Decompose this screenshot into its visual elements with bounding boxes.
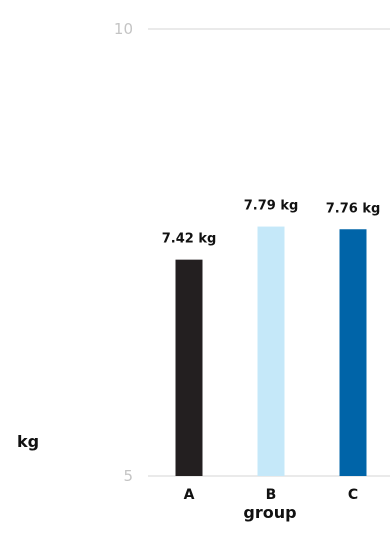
- y-tick-label: 10: [114, 20, 133, 38]
- x-axis-title: group: [243, 503, 296, 522]
- category-label-a: A: [184, 487, 195, 503]
- bar-a: [175, 259, 203, 476]
- value-label-a: 7.42 kg: [162, 232, 217, 247]
- y-axis-title: kg: [17, 432, 39, 451]
- category-label-b: B: [266, 487, 277, 503]
- y-tick-labels: 5 10: [114, 20, 133, 485]
- value-label-b: 7.79 kg: [244, 199, 299, 214]
- bars: [175, 226, 367, 476]
- bar-b: [257, 226, 285, 476]
- category-labels: A B C: [184, 487, 359, 503]
- value-label-c: 7.76 kg: [326, 201, 381, 216]
- value-labels: 7.42 kg 7.79 kg 7.76 kg: [162, 199, 381, 247]
- bar-c: [339, 229, 367, 476]
- category-label-c: C: [348, 487, 358, 503]
- y-tick-label: 5: [123, 467, 133, 485]
